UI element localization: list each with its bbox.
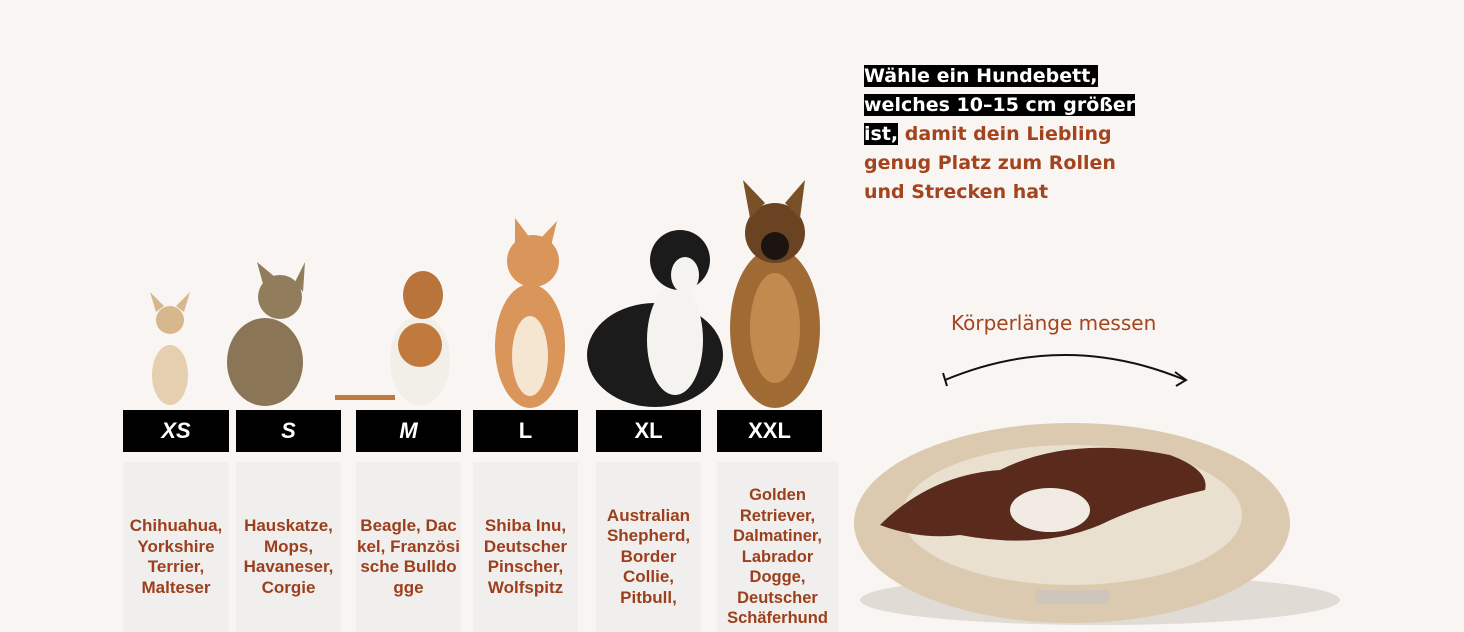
size-label-xs: XS (123, 410, 229, 452)
dog-bed-image (854, 423, 1340, 625)
breed-text: Australian Shepherd, Border Collie, Pitb… (606, 505, 691, 607)
breed-text: Chihuahua, Yorkshire Terrier, Malteser (129, 516, 223, 597)
headline: Wähle ein Hundebett, welches 10–15 cm gr… (864, 62, 1154, 207)
cat-image (227, 262, 305, 406)
breed-list-m: Beagle, Dackel, Französische Bulldogge (356, 462, 461, 632)
size-label-xxl: XXL (717, 410, 822, 452)
breed-list-l: Shiba Inu, Deutscher Pinscher, Wolfspitz (473, 462, 578, 632)
measure-arrow-icon (942, 354, 1188, 387)
headline-rest: damit dein Liebling genug Platz zum Roll… (864, 123, 1116, 203)
chihuahua-image (150, 292, 190, 405)
beagle-image (335, 271, 450, 405)
breed-text: Beagle, Dackel, Französische Bulldogge (357, 516, 460, 597)
size-label-xl: XL (596, 410, 701, 452)
german-shepherd-image (730, 180, 820, 408)
breed-text: Golden Retriever, Dalmatiner, Labrador D… (727, 486, 828, 628)
australian-shepherd-image (587, 230, 723, 407)
breed-text: Shiba Inu, Deutscher Pinscher, Wolfspitz (483, 516, 568, 597)
size-label-m: M (356, 410, 461, 452)
measure-label: Körperlänge messen (951, 311, 1157, 335)
breed-list-s: Hauskatze, Mops, Havaneser, Corgie (236, 462, 341, 632)
size-label-s: S (236, 410, 341, 452)
breed-text: Hauskatze, Mops, Havaneser, Corgie (243, 516, 334, 597)
shiba-inu-image (495, 218, 565, 408)
breed-list-xxl: Golden Retriever, Dalmatiner, Labrador D… (717, 462, 838, 632)
breed-list-xl: Australian Shepherd, Border Collie, Pitb… (596, 462, 701, 632)
breed-list-xs: Chihuahua, Yorkshire Terrier, Malteser (123, 462, 229, 632)
size-label-l: L (473, 410, 578, 452)
